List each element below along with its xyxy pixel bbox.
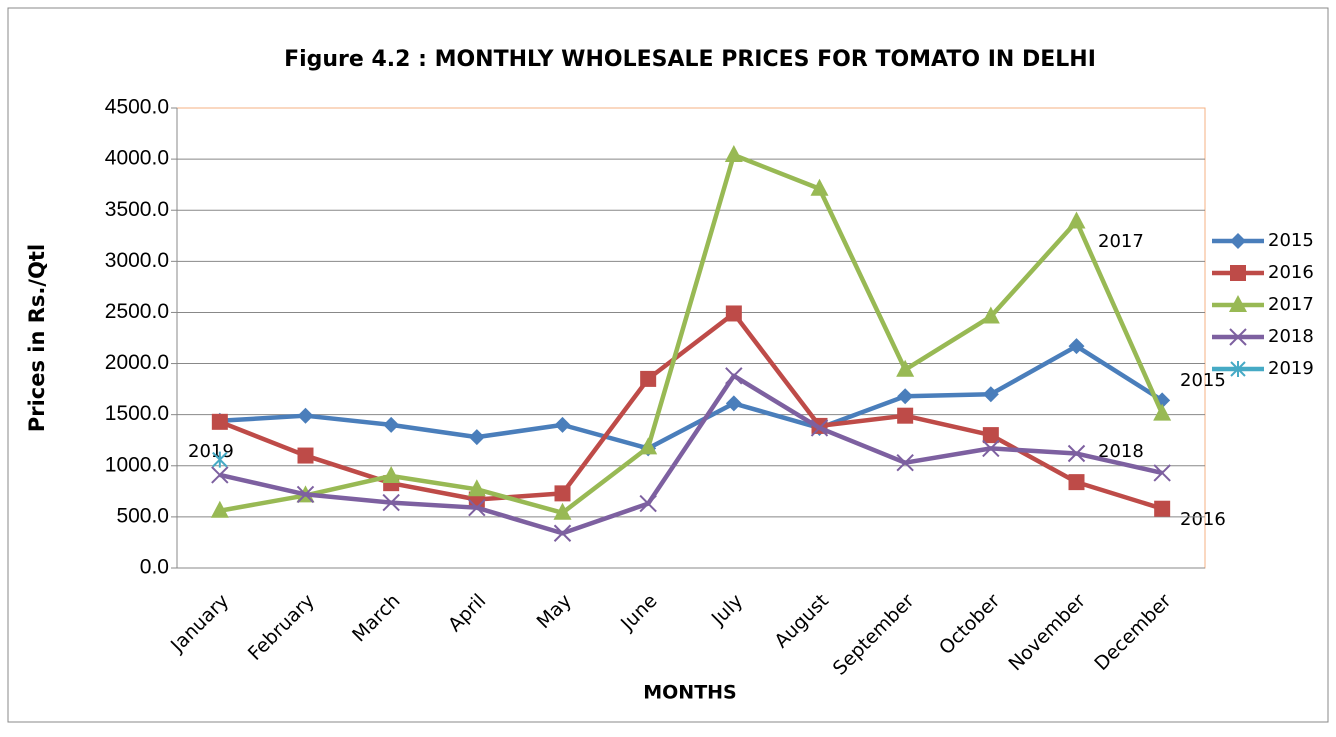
marker [1230,361,1246,377]
marker [897,407,914,424]
marker [297,447,314,464]
y-tick-label: 1000.0 [105,453,169,476]
y-tick-label: 3000.0 [105,249,169,272]
marker [468,429,485,446]
marker [725,367,743,385]
marker [554,485,571,502]
marker [982,427,999,444]
annotation: 2018 [1098,441,1144,462]
legend-label: 2018 [1268,326,1314,347]
series-line [219,373,1163,536]
series-line [219,343,1164,451]
annotation: 2019 [188,441,234,462]
marker [467,479,486,497]
marker [1229,328,1247,346]
marker [640,370,657,387]
y-tick-label: 3500.0 [105,198,169,221]
marker [725,395,742,412]
marker [296,485,315,504]
marker [725,305,742,322]
legend-label: 2017 [1268,294,1314,315]
series-line [219,152,1165,516]
marker [211,413,228,430]
marker [810,419,829,437]
marker [382,466,401,483]
marker [553,524,572,542]
marker [897,388,914,405]
marker [1068,474,1085,491]
marker [1153,403,1172,421]
marker [896,454,914,472]
marker [210,500,229,518]
annotation: 2017 [1098,231,1144,252]
legend-label: 2019 [1268,358,1314,379]
marker [1154,500,1171,517]
annotation: 2016 [1180,509,1226,530]
marker [297,407,314,424]
legend-label: 2015 [1268,230,1314,251]
marker [982,439,1000,458]
x-axis-label: MONTHS [643,682,737,704]
marker [639,494,657,513]
marker [211,466,229,484]
marker [553,502,572,520]
marker [1067,444,1086,463]
marker [212,451,228,468]
marker [810,178,829,196]
marker [1230,233,1246,249]
marker [724,145,743,163]
y-axis-label: Prices in Rs./Qtl [25,244,49,432]
y-tick-label: 4500.0 [105,96,169,119]
marker [1068,338,1085,355]
marker [383,416,400,433]
y-tick-label: 1500.0 [105,402,169,425]
annotation: 2015 [1180,370,1226,391]
marker [1229,295,1247,312]
marker [981,306,1000,324]
marker [554,416,571,433]
marker [639,437,658,455]
marker [1067,211,1086,229]
y-tick-label: 2000.0 [105,351,169,374]
marker [896,359,915,377]
y-tick-label: 500.0 [116,504,169,527]
marker [382,493,400,512]
marker [468,498,486,517]
marker [1153,464,1171,482]
chart-title: Figure 4.2 : MONTHLY WHOLESALE PRICES FO… [284,47,1096,72]
y-tick-label: 0.0 [140,556,169,579]
marker [982,386,999,403]
y-tick-label: 4000.0 [105,147,169,170]
y-tick-label: 2500.0 [105,300,169,323]
marker [1230,265,1246,281]
legend-label: 2016 [1268,262,1314,283]
